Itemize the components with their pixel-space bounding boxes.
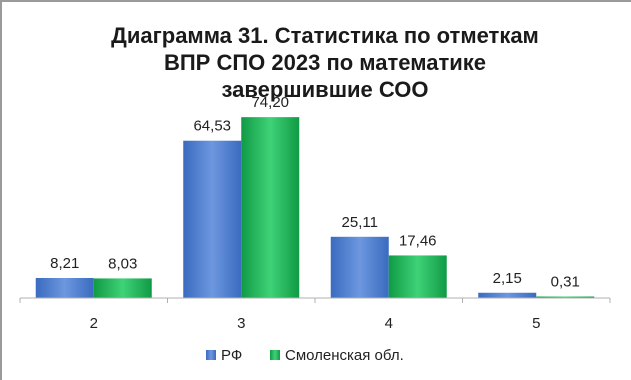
x-tick-label-2: 2 bbox=[90, 315, 98, 332]
bar-smolensk-cat-5 bbox=[536, 296, 595, 298]
data-label-smolensk-cat-4: 17,46 bbox=[399, 232, 437, 249]
legend-swatch-smolensk bbox=[270, 350, 280, 360]
bar-rf-cat-3 bbox=[183, 140, 242, 298]
data-label-rf-cat-5: 2,15 bbox=[493, 270, 522, 287]
bar-rf-cat-4 bbox=[330, 236, 389, 298]
data-label-rf-cat-2: 8,21 bbox=[50, 255, 79, 272]
x-tick-marks bbox=[19, 298, 611, 303]
data-label-rf-cat-3: 64,53 bbox=[193, 118, 231, 135]
data-label-smolensk-cat-3: 74,20 bbox=[251, 94, 289, 111]
x-tick-labels-layer: 2 3 4 5 bbox=[90, 315, 541, 332]
legend: РФ Смоленская обл. bbox=[206, 347, 404, 364]
x-tick-label-4: 4 bbox=[385, 315, 393, 332]
bar-rf-cat-5 bbox=[478, 292, 537, 298]
bars-layer bbox=[35, 117, 595, 298]
x-tick-label-5: 5 bbox=[532, 315, 540, 332]
bar-smolensk-cat-4 bbox=[388, 255, 447, 298]
data-labels-layer: 8,21 8,03 64,53 74,20 25,11 17,46 2,15 0,31 bbox=[50, 94, 580, 290]
x-tick-label-3: 3 bbox=[237, 315, 245, 332]
chart-title-line-2: ВПР СПО 2023 по математике bbox=[164, 50, 486, 75]
chart-title-line-3: завершившие СОО bbox=[222, 77, 429, 102]
data-label-smolensk-cat-2: 8,03 bbox=[108, 255, 137, 272]
legend-label-smolensk: Смоленская обл. bbox=[285, 347, 404, 364]
legend-label-rf: РФ bbox=[221, 347, 242, 364]
bar-smolensk-cat-3 bbox=[241, 117, 300, 298]
data-label-smolensk-cat-5: 0,31 bbox=[551, 274, 580, 291]
bar-smolensk-cat-2 bbox=[93, 278, 152, 298]
legend-swatch-rf bbox=[206, 350, 216, 360]
bar-rf-cat-2 bbox=[35, 277, 94, 298]
data-label-rf-cat-4: 25,11 bbox=[342, 214, 378, 231]
chart-title-line-1: Диаграмма 31. Статистика по отметкам bbox=[111, 23, 539, 48]
